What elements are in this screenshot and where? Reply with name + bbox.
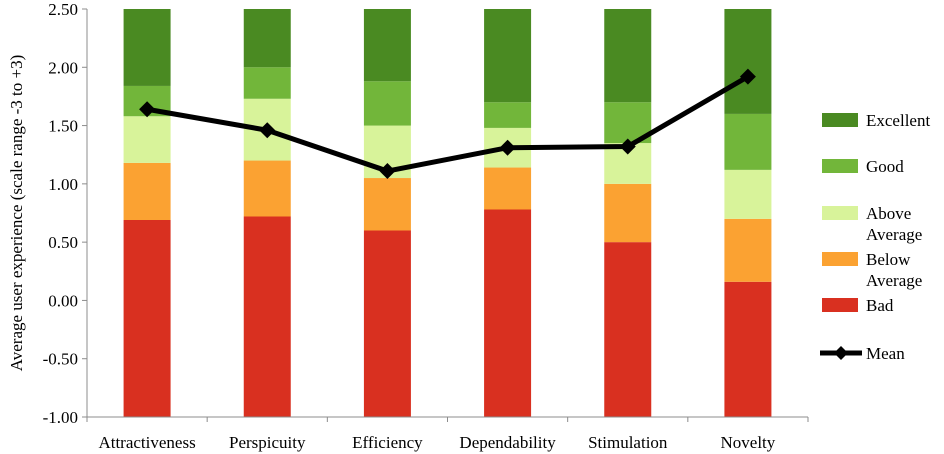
bar-attractiveness-below-average (123, 162, 171, 220)
bar-attractiveness-above-average (123, 116, 171, 163)
bar-perspicuity-bad (243, 216, 291, 417)
bar-dependability-good (484, 102, 532, 128)
bar-efficiency-below-average (363, 178, 411, 231)
bar-perspicuity-good (243, 67, 291, 99)
mean-point-efficiency (379, 163, 396, 180)
bar-attractiveness-excellent (123, 9, 171, 86)
bar-novelty-bad (724, 281, 772, 417)
legend-label-excellent: Excellent (866, 111, 930, 130)
bar-efficiency-good (363, 81, 411, 126)
y-tick-label: 2.50 (48, 0, 78, 19)
bar-novelty-good (724, 113, 772, 170)
series-line-mean (146, 74, 750, 174)
x-tick-label-novelty: Novelty (721, 433, 776, 452)
bar-perspicuity-below-average (243, 160, 291, 217)
axes: 2.50 2.00 1.50 1.00 0.50 0.00 -0.50 -1.00 Attrac… (43, 0, 809, 452)
y-tick-label: 1.00 (48, 175, 78, 194)
legend-label-below-average: Average (866, 271, 922, 290)
bar-novelty-below-average (724, 218, 772, 282)
y-tick-label: -1.00 (43, 408, 78, 427)
mean-point-perspicuity (259, 122, 276, 139)
legend-swatch-below-average (822, 252, 858, 266)
mean-point-stimulation (619, 138, 636, 155)
bar-stimulation-below-average (604, 183, 652, 243)
x-tick-label-dependability: Dependability (459, 433, 556, 452)
legend-label-good: Good (866, 157, 904, 176)
legend-swatch-excellent (822, 113, 858, 127)
x-tick-label-efficiency: Efficiency (352, 433, 423, 452)
y-axis-title: Average user experience (scale range -3 … (7, 55, 26, 372)
y-tick-label: 0.50 (48, 233, 78, 252)
bar-stimulation-bad (604, 242, 652, 417)
bar-novelty-above-average (724, 169, 772, 219)
y-tick-label: -0.50 (43, 350, 78, 369)
legend-swatch-above-average (822, 206, 858, 220)
legend: Excellent Good Above Average Below Average Bad… (820, 111, 930, 363)
bar-dependability-below-average (484, 167, 532, 210)
bar-dependability-bad (484, 209, 532, 417)
mean-point-novelty (739, 68, 756, 85)
bar-dependability-excellent (484, 9, 532, 103)
legend-swatch-bad (822, 298, 858, 312)
y-tick-label: 0.00 (48, 291, 78, 310)
y-tick-label: 2.00 (48, 58, 78, 77)
legend-marker-mean (834, 346, 848, 360)
bar-efficiency-bad (363, 230, 411, 417)
x-tick-label-stimulation: Stimulation (588, 433, 668, 452)
legend-label-bad: Bad (866, 296, 894, 315)
x-tick-label-attractiveness: Attractiveness (98, 433, 195, 452)
plot-area (123, 9, 772, 417)
x-tick-label-perspicuity: Perspicuity (229, 433, 306, 452)
y-tick-label: 1.50 (48, 117, 78, 136)
legend-label-above-average: Above (866, 204, 911, 223)
bar-novelty-excellent (724, 9, 772, 114)
legend-label-mean: Mean (866, 344, 905, 363)
mean-point-attractiveness (139, 101, 156, 118)
bar-attractiveness-bad (123, 219, 171, 417)
bar-stimulation-excellent (604, 9, 652, 103)
mean-point-dependability (499, 139, 516, 156)
bar-perspicuity-excellent (243, 9, 291, 68)
bar-efficiency-excellent (363, 9, 411, 82)
legend-label-below-average: Below (866, 250, 911, 269)
legend-swatch-good (822, 159, 858, 173)
legend-label-above-average: Average (866, 225, 922, 244)
